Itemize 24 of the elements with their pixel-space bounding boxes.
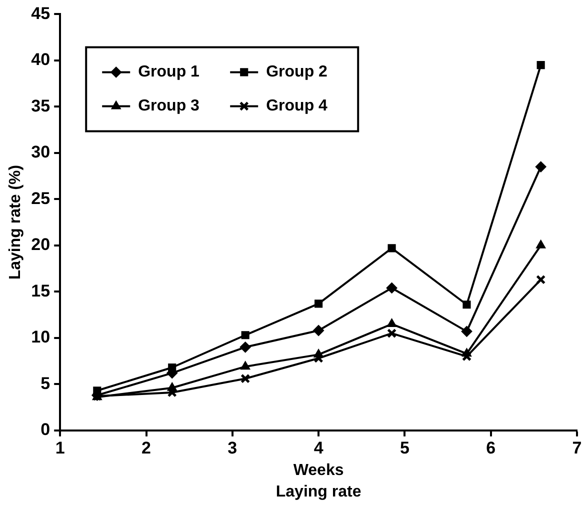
x-tick-label: 2 [142, 438, 151, 458]
y-tick-label: 15 [31, 281, 50, 300]
x-tick-label: 6 [486, 438, 496, 458]
y-tick-label: 5 [40, 374, 50, 393]
x-tick-label: 7 [572, 438, 582, 458]
x-tick-label: 4 [314, 438, 324, 458]
legend-label: Group 3 [138, 98, 200, 115]
y-tick-label: 10 [31, 328, 50, 347]
y-tick-label: 0 [40, 420, 50, 440]
text: Laying rate [276, 483, 362, 500]
x-tick-label: 1 [55, 438, 65, 458]
legend-label: Group 2 [266, 64, 328, 81]
legend-label: Group 1 [138, 64, 200, 81]
x-tick-label: 5 [400, 438, 410, 458]
x-tick-label: 3 [228, 438, 238, 458]
y-tick-label: 40 [31, 50, 50, 70]
y-axis-title: Laying rate (%) [7, 164, 24, 280]
legend-label: Group 4 [266, 98, 328, 115]
x-axis-title: Weeks [293, 462, 344, 479]
y-tick-label: 25 [31, 188, 50, 208]
y-tick-label: 35 [31, 96, 50, 116]
y-tick-label: 30 [31, 142, 50, 162]
y-tick-label: 20 [31, 235, 50, 254]
y-tick-label: 45 [31, 4, 50, 23]
